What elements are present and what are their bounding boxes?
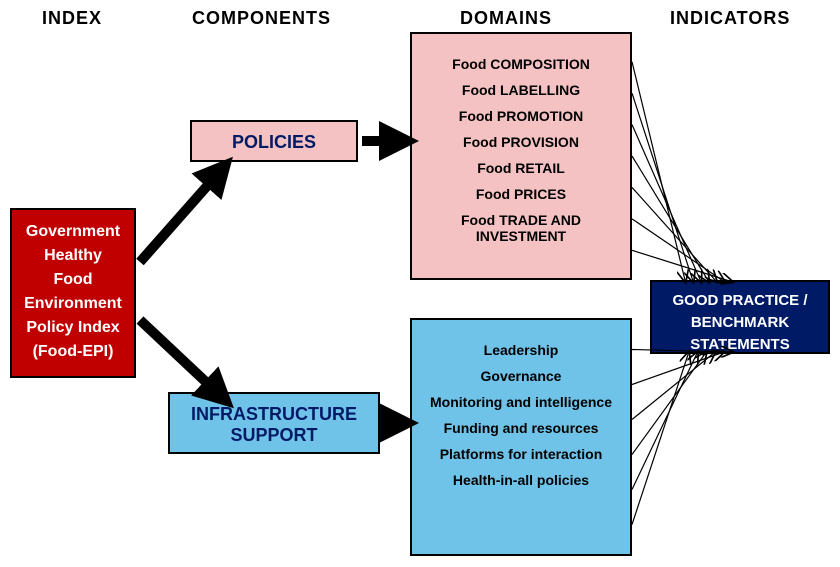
arrow-thick: [140, 320, 223, 398]
index-line: Government: [18, 220, 128, 244]
index-line: Environment: [18, 292, 128, 316]
header-index: INDEX: [42, 8, 102, 29]
header-domains: DOMAINS: [460, 8, 552, 29]
index-line: Healthy: [18, 244, 128, 268]
domain-item: Food PROMOTION: [420, 108, 622, 124]
domain-item: Food RETAIL: [420, 160, 622, 176]
arrow-thin: [632, 352, 689, 525]
arrow-thin: [632, 125, 701, 282]
indicator-line: GOOD PRACTICE /: [658, 290, 822, 312]
arrow-thin: [632, 352, 715, 420]
domain-item: Health-in-all policies: [420, 472, 622, 488]
domain-item: Governance: [420, 368, 622, 384]
arrow-thick: [140, 168, 223, 262]
index-line: Policy Index: [18, 316, 128, 340]
index-box: GovernmentHealthyFoodEnvironmentPolicy I…: [10, 208, 136, 378]
domain-item: Monitoring and intelligence: [420, 394, 622, 410]
arrow-thin: [632, 219, 725, 282]
indicator-line: BENCHMARK: [658, 312, 822, 334]
arrow-thin: [632, 62, 685, 282]
domain-item: Food TRADE AND INVESTMENT: [420, 212, 622, 244]
domain-item: Food COMPOSITION: [420, 56, 622, 72]
arrow-thin: [632, 156, 709, 282]
arrow-thin: [632, 352, 706, 455]
component-infrastructure: INFRASTRUCTURE SUPPORT: [168, 392, 380, 454]
domain-item: Leadership: [420, 342, 622, 358]
arrow-thin: [632, 187, 717, 282]
domain-item: Platforms for interaction: [420, 446, 622, 462]
component-policies: POLICIES: [190, 120, 358, 162]
domain-item: Food LABELLING: [420, 82, 622, 98]
indicator-line: STATEMENTS: [658, 334, 822, 356]
domain-item: Food PROVISION: [420, 134, 622, 150]
domain-item: Funding and resources: [420, 420, 622, 436]
header-components: COMPONENTS: [192, 8, 331, 29]
domains-policies-box: Food COMPOSITION Food LABELLING Food PROMO…: [410, 32, 632, 280]
arrow-thin: [632, 93, 693, 282]
index-line: (Food-EPI): [18, 340, 128, 364]
arrow-thin: [632, 250, 733, 282]
indicator-box: GOOD PRACTICE /BENCHMARKSTATEMENTS: [650, 280, 830, 354]
index-line: Food: [18, 268, 128, 292]
header-indicators: INDICATORS: [670, 8, 790, 29]
domain-item: Food PRICES: [420, 186, 622, 202]
arrow-thin: [632, 352, 698, 490]
domains-infrastructure-box: Leadership Governance Monitoring and intel…: [410, 318, 632, 556]
arrow-thin: [632, 352, 724, 385]
